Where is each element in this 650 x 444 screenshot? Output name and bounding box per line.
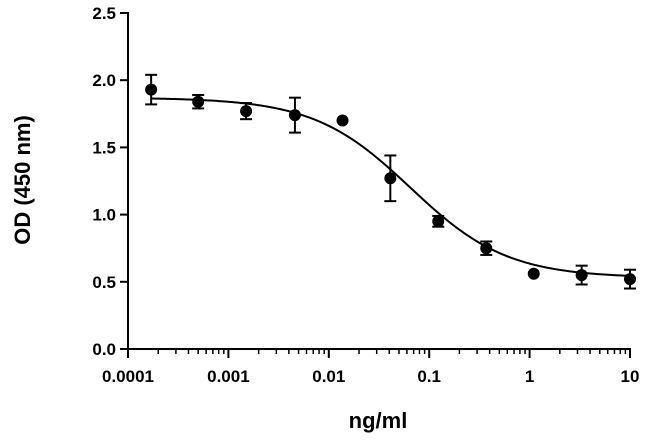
data-point-group [288, 96, 301, 134]
ticks-layer: 0.0 0.5 1.0 1.5 2.0 2.5 0.0001 0.001 0.01 0.1 1 10 [92, 4, 639, 386]
x-tick-label: 1 [525, 367, 534, 386]
data-point [336, 114, 349, 127]
y-axis-title: OD (450 nm) [10, 115, 35, 245]
data-point [432, 215, 445, 228]
y-tick-label: 1.0 [92, 206, 116, 225]
x-tick-label: 10 [621, 367, 640, 386]
axes [127, 12, 631, 350]
data-point-group [575, 264, 588, 286]
data-point [575, 269, 588, 282]
data-point [288, 109, 301, 122]
data-point-group [240, 102, 253, 121]
data-point-group [480, 240, 493, 256]
y-tick-label: 2.5 [92, 4, 116, 23]
data-point-group [192, 93, 205, 110]
y-tick-label: 2.0 [92, 71, 116, 90]
data-point-group [432, 214, 445, 228]
data-point-group [624, 268, 636, 290]
data-points-layer [145, 73, 636, 290]
data-point [192, 95, 205, 108]
y-tick-label: 0.0 [92, 340, 116, 359]
x-tick-label: 0.001 [207, 367, 250, 386]
data-point [384, 172, 397, 185]
data-point [480, 242, 493, 255]
data-point-group [145, 73, 158, 106]
data-point [240, 105, 253, 118]
data-point-group [336, 114, 349, 127]
data-point [527, 267, 540, 280]
data-point-group [384, 154, 397, 203]
data-point [624, 273, 636, 286]
y-tick-label: 1.5 [92, 138, 116, 157]
x-axis-title: ng/ml [349, 408, 408, 433]
x-tick-label: 0.0001 [102, 367, 154, 386]
y-tick-label: 0.5 [92, 273, 116, 292]
data-point [145, 83, 158, 96]
x-tick-label: 0.01 [312, 367, 345, 386]
data-point-group [527, 267, 540, 280]
x-tick-label: 0.1 [417, 367, 441, 386]
